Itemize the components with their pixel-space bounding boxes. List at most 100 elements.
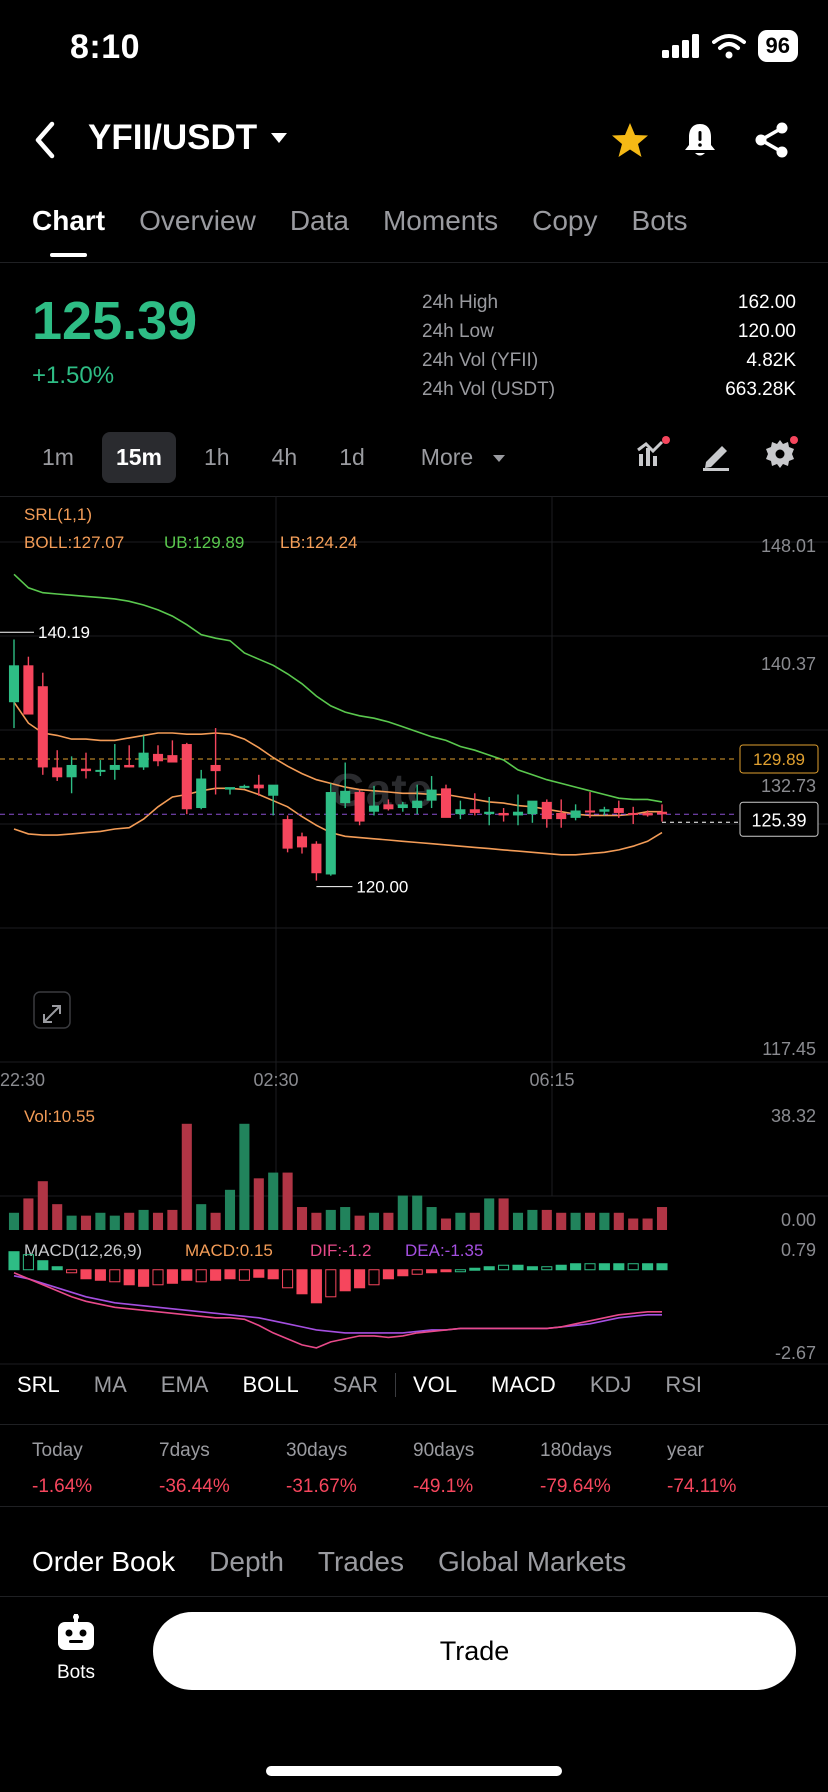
indicators-icon[interactable] [634, 436, 670, 472]
bots-button[interactable]: Bots [48, 1614, 104, 1684]
candle-down [354, 792, 365, 822]
stat-value: 4.82K [746, 349, 796, 371]
candle-down [210, 764, 221, 772]
period-value: -36.44% [159, 1476, 230, 1497]
period-change-year: year -74.11% [667, 1440, 794, 1498]
period-change-today: Today -1.64% [32, 1440, 159, 1498]
tab-bots[interactable]: Bots [631, 205, 688, 236]
indicator-tab-ma[interactable]: MA [93, 1372, 127, 1397]
candle-down [556, 812, 567, 820]
draw-pen-icon[interactable] [698, 436, 734, 472]
volume-bar [498, 1198, 509, 1230]
period-changes: Today -1.64% 7days -36.44% 30days -31.67% 90da… [32, 1440, 794, 1498]
indicator-tab-boll[interactable]: BOLL [242, 1372, 299, 1397]
candle-up [268, 784, 279, 796]
macd-histogram-bar [325, 1269, 337, 1298]
indicator-tab-kdj[interactable]: KDJ [589, 1372, 632, 1397]
volume-bar [426, 1207, 437, 1230]
wifi-icon [711, 34, 746, 59]
macd-histogram-bar [210, 1269, 222, 1281]
interval-more[interactable]: More [393, 432, 519, 483]
low-marker-value: 120.00 [356, 878, 408, 897]
pair-name: YFII/USDT [88, 118, 258, 157]
macd-histogram-bar [526, 1266, 538, 1271]
macd-histogram-bar [469, 1267, 481, 1271]
indicator-label-srl: SRL(1,1) [24, 505, 92, 524]
main-tabs: Chart Overview Data Moments Copy Bots [32, 205, 688, 257]
trade-button[interactable]: Trade [153, 1612, 796, 1690]
cellular-signal-icon [661, 34, 699, 58]
interval-15m[interactable]: 15m [101, 432, 176, 483]
volume-bar [556, 1212, 567, 1230]
macd-histogram-bar [397, 1269, 409, 1277]
orderbook-tab-global-markets[interactable]: Global Markets [438, 1546, 627, 1577]
volume-bar [167, 1209, 178, 1230]
tab-data[interactable]: Data [289, 205, 349, 236]
indicator-tab-vol[interactable]: VOL [413, 1372, 458, 1397]
interval-1d[interactable]: 1d [339, 444, 365, 470]
indicator-tab-srl[interactable]: SRL [17, 1372, 60, 1397]
last-price-tag-text: 125.39 [751, 810, 806, 830]
interval-1h[interactable]: 1h [204, 444, 230, 470]
boll-upper-band-line [13, 573, 663, 803]
macd-dif-value: DIF:-1.2 [310, 1241, 371, 1260]
volume-bar [37, 1181, 48, 1230]
candle-down [584, 810, 596, 813]
orderbook-tab-trades[interactable]: Trades [317, 1546, 404, 1577]
tab-chart[interactable]: Chart [32, 205, 106, 257]
robot-icon [58, 1614, 94, 1650]
section-gap [0, 1506, 828, 1530]
indicator-tab-rsi[interactable]: RSI [665, 1372, 703, 1397]
last-price: 125.39 [32, 291, 198, 351]
candle-down [52, 767, 63, 778]
volume-bar [512, 1212, 524, 1230]
chart-settings-gear-icon[interactable] [762, 436, 798, 472]
chevron-down-icon [493, 455, 506, 463]
y-axis-label: 148.01 [761, 536, 816, 556]
candle-up [484, 811, 495, 815]
candle-up [527, 800, 538, 815]
indicator-tab-macd[interactable]: MACD [491, 1372, 556, 1397]
candle-down [37, 686, 48, 768]
period-value: -74.11% [667, 1476, 737, 1497]
macd-histogram-bar [123, 1269, 135, 1286]
orderbook-tab-order-book[interactable]: Order Book [32, 1546, 176, 1577]
price-alert-bell-icon[interactable] [678, 118, 722, 162]
macd-dea-value: DEA:-1.35 [405, 1241, 483, 1260]
period-change-7days: 7days -36.44% [159, 1440, 286, 1498]
volume-bar [138, 1209, 149, 1230]
orderbook-tab-depth[interactable]: Depth [209, 1546, 284, 1577]
home-indicator [266, 1766, 562, 1776]
back-arrow-icon[interactable] [30, 118, 60, 162]
period-value: -49.1% [413, 1476, 474, 1497]
interval-1m[interactable]: 1m [42, 444, 74, 470]
y-axis-label: 117.45 [762, 1039, 816, 1059]
interval-4h[interactable]: 4h [271, 444, 298, 470]
indicator-tab-sar[interactable]: SAR [332, 1372, 378, 1397]
y-axis-label: 140.37 [761, 654, 816, 674]
macd-dea-line [13, 1275, 662, 1334]
macd-histogram-bar [440, 1269, 452, 1273]
tab-overview[interactable]: Overview [139, 205, 256, 236]
macd-value: MACD:0.15 [185, 1241, 273, 1260]
macd-histogram-bar [310, 1269, 322, 1304]
macd-axis-min: -2.67 [775, 1343, 816, 1363]
stat-value: 663.28K [725, 378, 796, 400]
upper-band-price-tag-text: 129.89 [753, 750, 805, 769]
pair-selector[interactable]: YFII/USDT [88, 118, 288, 158]
price-change-percent: +1.50% [32, 362, 115, 389]
macd-histogram-bar [238, 1269, 250, 1281]
tab-moments[interactable]: Moments [382, 205, 499, 236]
candlestick-chart[interactable]: Gate148.01140.37132.73117.45SRL(1,1)BOLL… [0, 496, 828, 1366]
macd-histogram-bar [22, 1254, 34, 1271]
stat-24h-high: 24h High 162.00 [422, 288, 796, 317]
indicator-tab-ema[interactable]: EMA [160, 1372, 209, 1397]
candle-up [412, 800, 423, 809]
boll-upper-band-value: UB:129.89 [164, 533, 244, 552]
candle-down [642, 812, 653, 816]
interval-more-label: More [420, 444, 474, 470]
x-axis-label: 22:30 [0, 1070, 45, 1090]
tab-copy[interactable]: Copy [532, 205, 598, 236]
share-icon[interactable] [750, 118, 794, 162]
favorite-star-icon[interactable] [608, 118, 652, 162]
